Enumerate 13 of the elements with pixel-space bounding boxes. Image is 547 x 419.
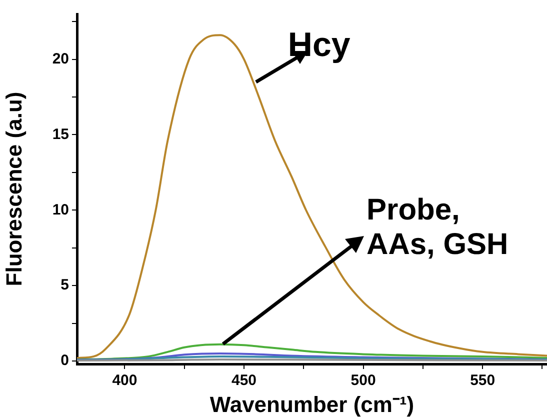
y-axis-title: Fluorescence (a.u) — [1, 92, 26, 286]
x-tick-label: 400 — [112, 372, 138, 390]
x-axis-title: Wavenumber (cm⁻¹) — [210, 392, 414, 417]
x-tick-label: 500 — [350, 372, 376, 390]
y-tick-label: 0 — [60, 352, 69, 370]
y-tick-label: 20 — [52, 50, 69, 68]
annotation: Hcy — [288, 26, 350, 64]
x-tick-label: 550 — [470, 372, 496, 390]
y-tick-label: 10 — [52, 201, 69, 218]
x-tick-label: 450 — [231, 372, 257, 390]
annotation: Probe, AAs, GSH — [366, 193, 508, 261]
y-tick-label: 15 — [52, 126, 69, 143]
y-tick-label: 5 — [60, 276, 69, 294]
